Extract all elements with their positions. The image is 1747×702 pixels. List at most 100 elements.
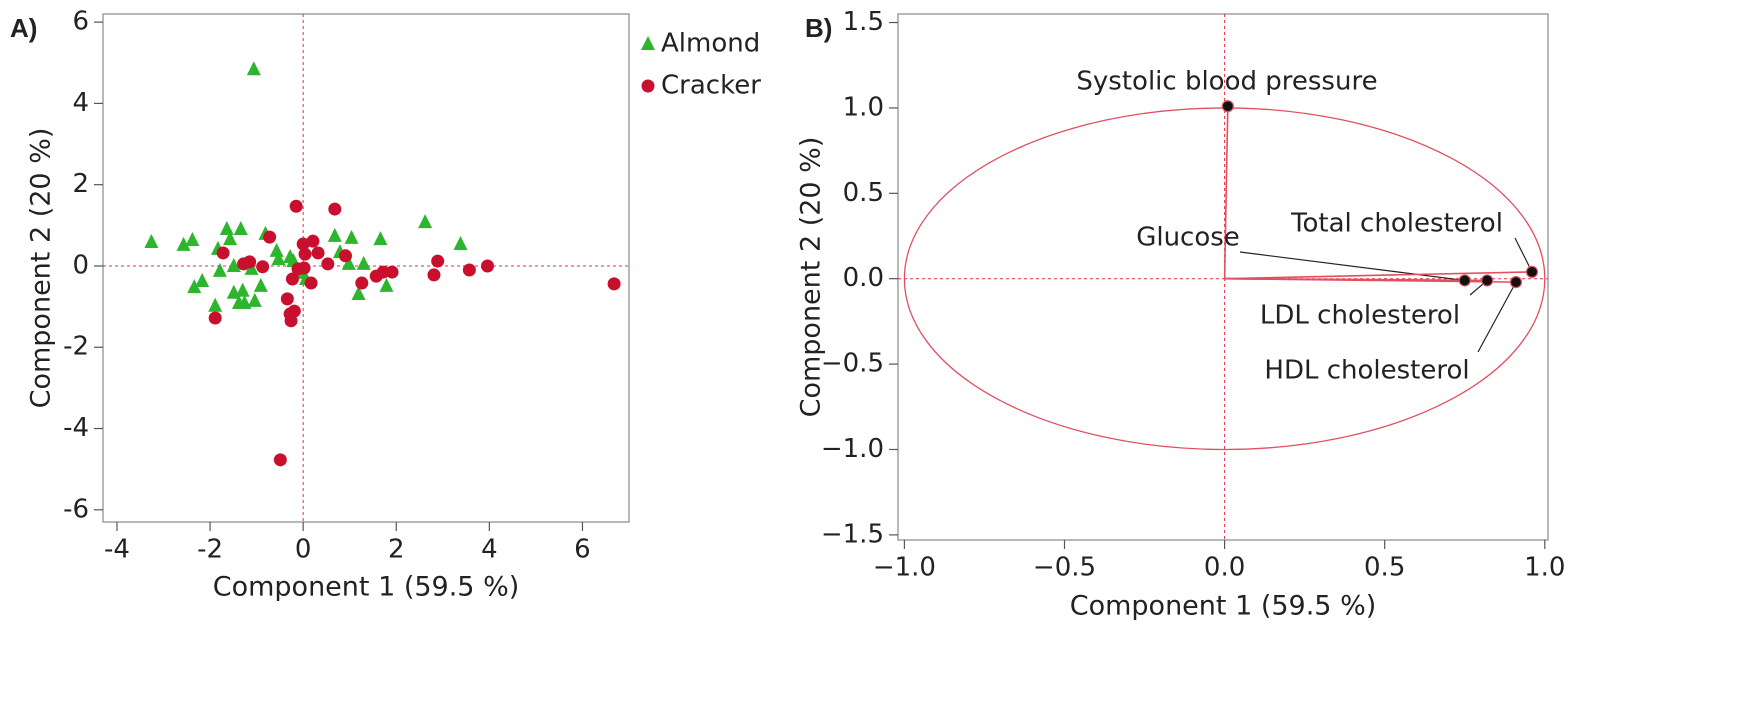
- circle-point: [263, 230, 277, 244]
- circle-point: [431, 254, 445, 268]
- triangle-point: [373, 231, 388, 246]
- x-tick-label: 0: [295, 535, 312, 565]
- y-tick-label: −1.0: [821, 434, 884, 464]
- triangle-point: [144, 233, 159, 248]
- circle-point: [216, 246, 230, 260]
- circle-point: [321, 257, 335, 271]
- circle-point: [462, 263, 476, 277]
- circle-point: [296, 237, 310, 251]
- x-tick-label: 0.5: [1364, 553, 1405, 583]
- x-tick-label: -4: [104, 535, 130, 565]
- leader-line: [1514, 237, 1533, 273]
- triangle-point: [185, 231, 200, 246]
- x-tick-label: 0.0: [1204, 553, 1245, 583]
- legend-marker: [641, 36, 655, 50]
- triangle-point: [226, 257, 241, 272]
- triangle-point: [327, 227, 342, 242]
- point-label: HDL cholesterol: [1264, 356, 1469, 386]
- triangle-point: [237, 294, 252, 309]
- y-tick-label: 4: [72, 88, 89, 118]
- plot-frame: [102, 13, 630, 523]
- circle-point: [208, 311, 222, 325]
- point-label: Systolic blood pressure: [1076, 67, 1377, 97]
- circle-point: [385, 265, 399, 279]
- panel-label: B): [805, 13, 832, 43]
- loading-point: [1509, 276, 1523, 289]
- leader-line: [1477, 281, 1517, 353]
- x-axis-title: Component 1 (59.5 %): [213, 572, 520, 603]
- y-tick-label: -2: [63, 332, 89, 362]
- circle-point: [607, 277, 621, 291]
- x-tick-label: 4: [481, 535, 498, 565]
- circle-point: [311, 246, 325, 260]
- triangle-point: [212, 262, 227, 277]
- x-tick-label: 1.0: [1524, 553, 1565, 583]
- circle-point: [285, 272, 299, 286]
- y-tick-label: −0.5: [821, 349, 884, 379]
- legend-label: Almond: [661, 29, 760, 59]
- panel-label: A): [10, 13, 37, 43]
- y-tick-label: 1.5: [843, 7, 884, 37]
- triangle-point: [223, 231, 238, 246]
- triangle-point: [208, 297, 223, 312]
- x-tick-label: −0.5: [1033, 553, 1096, 583]
- circle-point: [256, 260, 270, 274]
- triangle-point: [351, 286, 366, 301]
- legend-marker: [641, 79, 655, 93]
- triangle-point: [253, 277, 268, 292]
- triangle-point: [269, 242, 284, 257]
- circle-point: [355, 276, 369, 290]
- circle-point: [243, 255, 257, 269]
- point-label: Total cholesterol: [1290, 209, 1503, 239]
- circle-point: [280, 292, 294, 306]
- circle-point: [328, 202, 342, 216]
- loading-vector: [1223, 106, 1229, 279]
- point-label: LDL cholesterol: [1260, 301, 1460, 331]
- circle-point: [427, 268, 441, 282]
- y-tick-label: 0.0: [843, 263, 884, 293]
- triangle-point: [379, 277, 394, 292]
- x-tick-label: -2: [197, 535, 223, 565]
- triangle-point: [219, 220, 234, 235]
- triangle-point: [233, 220, 248, 235]
- triangle-point: [247, 292, 262, 307]
- x-tick-label: −1.0: [873, 553, 936, 583]
- plot-frame: [897, 13, 1549, 541]
- triangle-point: [418, 214, 433, 229]
- circle-point: [306, 234, 320, 248]
- triangle-point: [235, 282, 250, 297]
- y-axis-title: Component 2 (20 %): [796, 137, 827, 418]
- triangle-point: [271, 251, 286, 266]
- triangle-point: [356, 255, 371, 270]
- y-tick-label: -6: [63, 494, 89, 524]
- point-label: Glucose: [1136, 223, 1240, 253]
- circle-point: [273, 453, 287, 467]
- y-axis-title: Component 2 (20 %): [26, 128, 57, 409]
- triangle-point: [195, 273, 210, 288]
- circle-point: [298, 247, 312, 261]
- y-tick-label: −1.5: [821, 519, 884, 549]
- y-tick-label: 0.5: [843, 178, 884, 208]
- circle-point: [304, 276, 318, 290]
- circle-point: [289, 199, 303, 213]
- circle-point: [297, 261, 311, 275]
- x-axis-title: Component 1 (59.5 %): [1070, 591, 1377, 622]
- circle-point: [287, 304, 301, 318]
- x-tick-label: 6: [574, 535, 591, 565]
- loading-vector: [1224, 271, 1533, 280]
- triangle-point: [453, 236, 468, 251]
- loading-point: [1481, 274, 1494, 287]
- legend-label: Cracker: [661, 71, 761, 101]
- triangle-point: [341, 255, 356, 270]
- triangle-point: [187, 279, 202, 294]
- y-tick-label: 1.0: [843, 92, 884, 122]
- triangle-point: [176, 236, 191, 251]
- triangle-point: [344, 229, 359, 244]
- loading-point: [1221, 100, 1234, 113]
- loading-point: [1525, 265, 1539, 278]
- y-tick-label: 0: [72, 250, 89, 280]
- x-tick-label: 2: [388, 535, 405, 565]
- y-tick-label: -4: [63, 413, 89, 443]
- y-tick-label: 2: [72, 169, 89, 199]
